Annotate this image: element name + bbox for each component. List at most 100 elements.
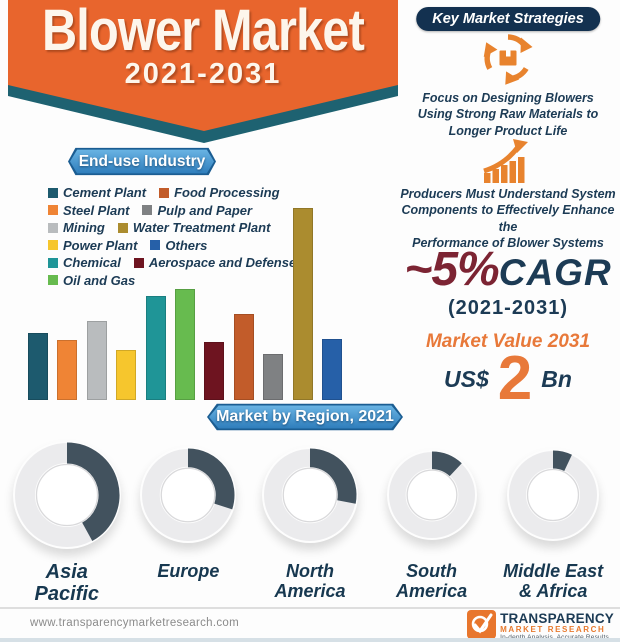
legend-item-aerospace-and-defense: Aerospace and Defense	[133, 255, 297, 270]
bar-aerospace-and-defense	[204, 342, 225, 400]
legend-swatch-cement-plant	[48, 187, 58, 198]
key-market-strategies-header: Key Market Strategies	[416, 7, 600, 31]
donut-zone	[140, 438, 236, 552]
strategy-text-line: Components to Effectively Enhance the	[401, 203, 615, 234]
tmr-logo-line1: TRANSPARENCY	[500, 611, 614, 627]
end-use-industry-ribbon: End-use Industry	[68, 147, 216, 176]
region-cell-north-america: North America	[249, 438, 371, 606]
bar-pulp-and-paper	[263, 354, 284, 400]
legend-row: Mining Water Treatment Plant	[48, 220, 296, 235]
cagr-period: (2021-2031)	[448, 297, 568, 319]
bar-chemical	[145, 296, 166, 400]
recycle-package-icon	[480, 32, 536, 91]
legend-swatch-steel-plant	[48, 205, 58, 215]
legend-item-others: Others	[150, 238, 207, 253]
legend-swatch-power-plant	[48, 240, 58, 250]
bar-mining	[86, 321, 107, 400]
legend-swatch-aerospace-and-defense	[133, 257, 144, 268]
strategy-text-components: Producers Must Understand System Componen…	[396, 186, 620, 251]
legend-row: Steel Plant Pulp and Paper	[48, 203, 296, 218]
cagr-headline: ~5%CAGR	[396, 246, 620, 294]
legend-swatch-water-treatment-plant	[117, 222, 128, 233]
tmr-logo-tagline: In-depth Analysis. Accurate Results	[500, 634, 614, 642]
region-label-north-america: North America	[274, 561, 346, 602]
page-title: Blower Market	[41, 0, 365, 63]
bar-water-treatment-plant	[292, 208, 313, 400]
region-label-europe: Europe	[157, 561, 220, 581]
region-label-asia-pacific: Asia Pacific	[34, 561, 100, 606]
legend-item-cement-plant: Cement Plant	[48, 185, 146, 200]
tmr-logo-line2: MARKET RESEARCH	[500, 625, 606, 635]
page-subtitle: 2021-2031	[124, 58, 282, 90]
region-donuts: Asia Pacific Europe North America South Americ…	[6, 438, 614, 606]
legend-label: Aerospace and Defense	[148, 255, 297, 270]
donut-middle-east-africa	[507, 449, 599, 541]
legend-label: Steel Plant	[63, 202, 130, 218]
strategy-text-line: Using Strong Raw Materials to	[417, 107, 599, 122]
bar-food-processing	[233, 314, 254, 400]
donut-europe	[140, 447, 236, 543]
legend-swatch-food-processing	[159, 187, 170, 198]
region-cell-south-america: South America	[371, 438, 493, 606]
legend-swatch-mining	[48, 222, 58, 233]
strategy-text-line: Performance of Blower Systems	[412, 235, 604, 250]
bottom-strip	[0, 638, 620, 642]
legend-label: Pulp and Paper	[157, 202, 253, 218]
legend-swatch-pulp-and-paper	[142, 205, 153, 215]
region-cell-middle-east-africa: Middle East & Africa	[492, 438, 614, 606]
market-value-amount: 2	[497, 344, 533, 413]
legend-label: Oil and Gas	[63, 272, 136, 288]
legend-label: Power Plant	[63, 237, 138, 253]
region-label-middle-east-africa: Middle East & Africa	[503, 561, 604, 602]
legend-label: Mining	[63, 220, 105, 235]
region-cell-asia-pacific: Asia Pacific	[6, 438, 128, 606]
market-value-currency: US$	[444, 365, 489, 392]
tmr-logo: TRANSPARENCY MARKET RESEARCH In-depth An…	[467, 610, 614, 642]
bar-cement-plant	[28, 333, 48, 400]
legend-row: Oil and Gas	[48, 273, 296, 288]
market-value-title: Market Value 2031	[425, 331, 591, 352]
donut-north-america	[262, 447, 358, 543]
strategy-text-line: Focus on Designing Blowers	[422, 91, 594, 105]
bar-steel-plant	[57, 340, 78, 400]
region-label-south-america: South America	[396, 561, 468, 602]
legend-label: Cement Plant	[63, 185, 147, 200]
legend-label: Water Treatment Plant	[132, 220, 271, 235]
donut-zone	[387, 438, 477, 552]
cagr-value: ~5%	[404, 243, 499, 296]
donut-asia-pacific	[13, 441, 121, 549]
legend-label: Food Processing	[174, 185, 280, 200]
bar-oil-and-gas	[174, 289, 195, 400]
tmr-logo-icon	[467, 610, 497, 642]
legend-label: Others	[165, 237, 208, 253]
legend-item-chemical: Chemical	[48, 255, 121, 270]
region-cell-europe: Europe	[128, 438, 250, 606]
legend-swatch-others	[150, 240, 161, 250]
donut-zone	[262, 438, 358, 552]
legend-item-mining: Mining	[48, 220, 105, 235]
market-by-region-ribbon: Market by Region, 2021	[207, 403, 403, 431]
market-by-region-label: Market by Region, 2021	[216, 408, 394, 425]
legend-item-water-treatment-plant: Water Treatment Plant	[117, 220, 271, 235]
legend-swatch-oil-and-gas	[48, 275, 58, 285]
legend-item-oil-and-gas: Oil and Gas	[48, 273, 135, 288]
strategy-text-materials: Focus on Designing Blowers Using Strong R…	[396, 90, 620, 139]
legend-label: Chemical	[63, 255, 121, 270]
end-use-industry-label: End-use Industry	[78, 152, 206, 170]
right-column: Key Market Strategies Focus on Designing…	[396, 0, 620, 430]
strategy-text-line: Longer Product Life	[448, 123, 568, 138]
title-banner: Blower Market 2021-2031	[0, 0, 404, 152]
legend-item-steel-plant: Steel Plant	[48, 203, 129, 218]
donut-zone	[507, 438, 599, 552]
market-value-row: US$ 2 Bn	[396, 348, 620, 410]
legend-row: Power Plant Others	[48, 238, 296, 253]
end-use-legend: Cement Plant Food Processing Steel Plant Pu…	[48, 185, 296, 290]
donut-zone	[13, 438, 121, 552]
bar-power-plant	[116, 350, 137, 400]
strategy-text-line: Producers Must Understand System	[400, 187, 616, 201]
end-use-bar-chart	[28, 206, 342, 400]
footer-url[interactable]: www.transparencymarketresearch.com	[30, 617, 239, 629]
legend-row: Cement Plant Food Processing	[48, 185, 296, 200]
tmr-logo-text: TRANSPARENCY MARKET RESEARCH In-depth An…	[500, 612, 614, 641]
